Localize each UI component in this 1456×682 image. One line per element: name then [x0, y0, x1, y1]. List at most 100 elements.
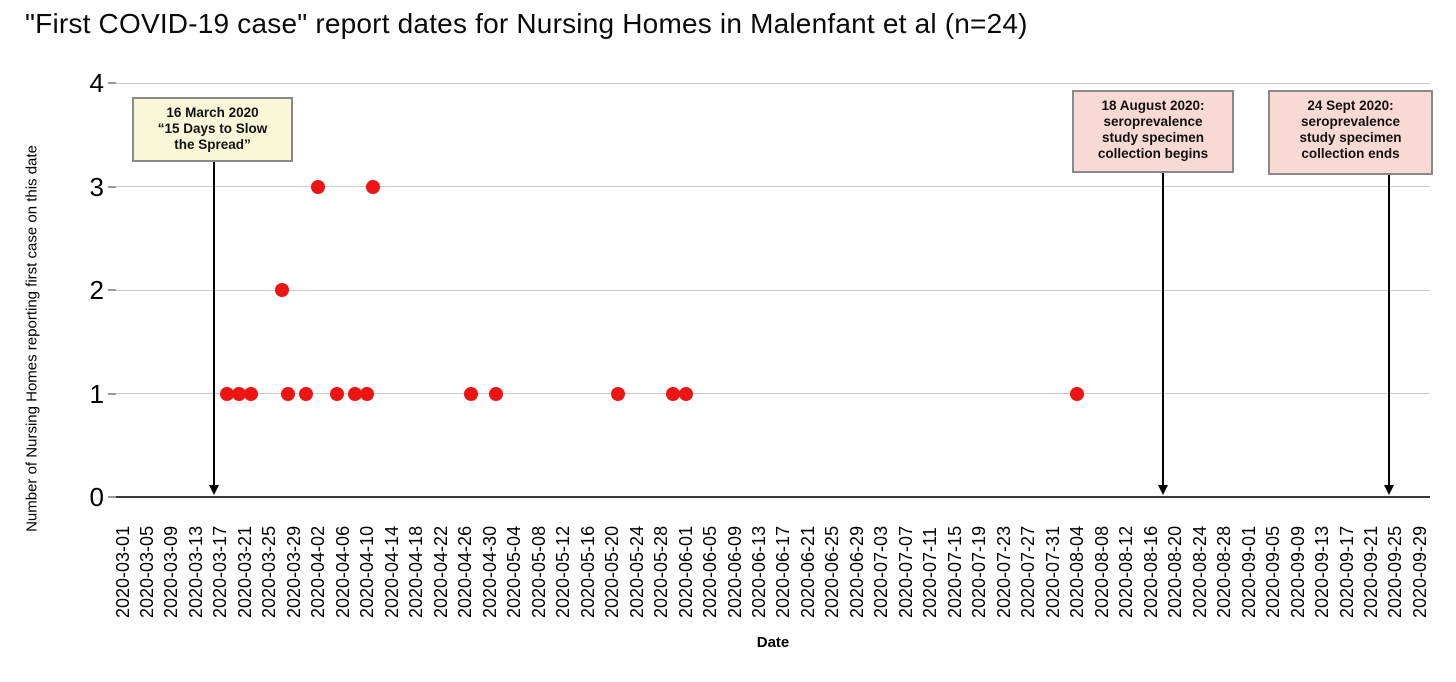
y-tick-mark — [108, 496, 116, 498]
x-tick-label: 2020-07-27 — [1018, 525, 1039, 618]
annotation-line: collection begins — [1097, 146, 1209, 161]
annotation-arrow-line — [1388, 175, 1391, 487]
y-gridline — [116, 289, 1430, 291]
x-tick-label: 2020-05-24 — [626, 525, 647, 618]
data-point — [1070, 386, 1085, 401]
annotation-line: 24 Sept 2020: — [1307, 98, 1394, 113]
annotation-line: 16 March 2020 — [166, 105, 259, 120]
x-tick-label: 2020-04-26 — [455, 525, 476, 618]
x-tick-label: 2020-08-28 — [1214, 525, 1235, 618]
x-tick-label: 2020-09-01 — [1238, 525, 1259, 618]
y-tick-mark — [108, 392, 116, 395]
x-tick-label: 2020-06-17 — [773, 525, 794, 618]
y-tick-label: 0 — [89, 482, 104, 512]
x-tick-label: 2020-06-25 — [822, 525, 843, 618]
y-gridline — [116, 393, 1430, 395]
data-point — [311, 179, 326, 194]
x-tick-label: 2020-03-21 — [234, 525, 255, 618]
x-tick-label: 2020-04-18 — [406, 525, 427, 618]
x-tick-label: 2020-08-08 — [1091, 525, 1112, 618]
data-point — [611, 386, 626, 401]
data-point — [219, 386, 234, 401]
x-tick-label: 2020-05-16 — [577, 525, 598, 618]
data-point — [488, 386, 503, 401]
x-tick-label: 2020-04-22 — [430, 525, 451, 618]
x-tick-label: 2020-08-12 — [1116, 525, 1137, 618]
x-tick-label: 2020-07-15 — [944, 525, 965, 618]
annotation-arrow-head — [1157, 485, 1168, 495]
annotation-arrow-head — [209, 485, 220, 495]
x-tick-label: 2020-03-01 — [112, 525, 133, 618]
x-tick-label: 2020-08-16 — [1140, 525, 1161, 618]
x-tick-label: 2020-08-24 — [1189, 525, 1210, 618]
annotation-line: “15 Days to Slow — [157, 121, 268, 136]
x-tick-label: 2020-06-01 — [675, 525, 696, 618]
x-tick-label: 2020-04-10 — [357, 525, 378, 618]
annotation-line: study specimen — [1299, 130, 1402, 145]
annotation-line: the Spread” — [174, 137, 251, 152]
x-tick-label: 2020-09-21 — [1360, 525, 1381, 618]
x-tick-label: 2020-07-07 — [895, 525, 916, 618]
y-tick-label: 2 — [89, 275, 104, 306]
x-tick-label: 2020-09-17 — [1336, 525, 1357, 618]
y-gridline — [116, 186, 1430, 188]
annotation-15-days-to-slow-the-spread: 16 March 2020 “15 Days to Slow the Sprea… — [132, 97, 293, 162]
data-point — [274, 283, 289, 298]
x-tick-label: 2020-06-29 — [846, 525, 867, 618]
x-tick-label: 2020-03-29 — [283, 525, 304, 618]
annotation-line: 18 August 2020: — [1101, 98, 1205, 113]
x-tick-label: 2020-06-09 — [724, 525, 745, 618]
x-tick-label: 2020-09-25 — [1385, 525, 1406, 618]
x-tick-label: 2020-07-03 — [871, 525, 892, 618]
data-point — [464, 386, 479, 401]
x-tick-label: 2020-09-09 — [1287, 525, 1308, 618]
x-tick-label: 2020-06-05 — [700, 525, 721, 618]
annotation-line: seroprevalence — [1103, 114, 1203, 129]
annotation-line: collection ends — [1301, 146, 1400, 161]
y-axis-label: Number of Nursing Homes reporting first … — [23, 145, 41, 532]
x-tick-label: 2020-06-21 — [797, 525, 818, 618]
x-tick-label: 2020-09-05 — [1263, 525, 1284, 618]
x-tick-label: 2020-03-25 — [259, 525, 280, 618]
x-tick-label: 2020-05-04 — [504, 525, 525, 618]
x-tick-label: 2020-05-12 — [553, 525, 574, 618]
x-tick-label: 2020-09-13 — [1312, 525, 1333, 618]
x-tick-label: 2020-03-17 — [210, 525, 231, 618]
x-tick-label: 2020-09-29 — [1409, 525, 1430, 618]
y-gridline — [116, 82, 1430, 84]
annotation-arrow-line — [1161, 173, 1164, 487]
x-tick-label: 2020-07-11 — [920, 527, 941, 618]
data-point — [366, 179, 381, 194]
x-tick-label: 2020-07-31 — [1042, 525, 1063, 618]
annotation-specimen-collection-ends: 24 Sept 2020: seroprevalence study speci… — [1268, 90, 1433, 175]
data-point — [244, 386, 259, 401]
data-point — [329, 386, 344, 401]
x-tick-label: 2020-06-13 — [748, 525, 769, 618]
y-tick-mark — [108, 185, 116, 188]
y-tick-mark — [108, 82, 116, 85]
chart-title: "First COVID-19 case" report dates for N… — [25, 8, 1028, 39]
x-tick-label: 2020-03-05 — [136, 525, 157, 618]
x-tick-label: 2020-03-09 — [161, 525, 182, 618]
x-tick-label: 2020-07-19 — [969, 525, 990, 618]
x-tick-label: 2020-08-04 — [1067, 525, 1088, 618]
x-axis-line — [116, 496, 1430, 498]
x-tick-label: 2020-05-08 — [528, 525, 549, 618]
data-point — [678, 386, 693, 401]
x-tick-label: 2020-05-28 — [651, 525, 672, 618]
x-tick-label: 2020-07-23 — [993, 525, 1014, 618]
x-tick-label: 2020-05-20 — [602, 525, 623, 618]
data-point — [360, 386, 375, 401]
x-tick-label: 2020-04-30 — [479, 525, 500, 618]
y-tick-label: 3 — [89, 171, 104, 202]
x-tick-label: 2020-03-13 — [185, 525, 206, 618]
annotation-arrow-line — [213, 162, 216, 487]
x-tick-label: 2020-04-14 — [381, 525, 402, 618]
annotation-line: study specimen — [1101, 130, 1205, 145]
x-tick-label: 2020-04-02 — [308, 525, 329, 618]
data-point — [280, 386, 295, 401]
y-tick-label: 4 — [89, 68, 104, 99]
y-tick-mark — [108, 289, 116, 292]
annotation-line: seroprevalence — [1300, 114, 1401, 129]
